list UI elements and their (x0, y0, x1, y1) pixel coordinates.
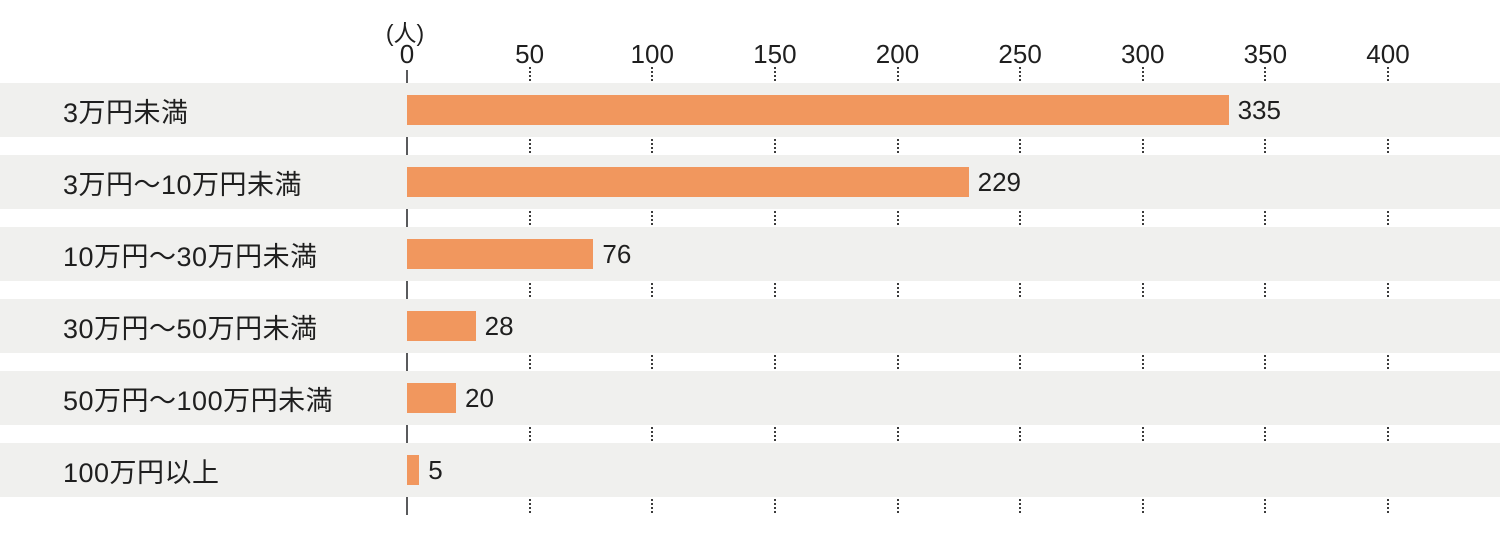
chart-row-band: 100万円以上 5 (0, 443, 1500, 497)
gridline-dot-segment (1019, 139, 1022, 154)
gridline-dot-segment (1387, 355, 1389, 370)
gridline-dot-segment (528, 67, 531, 82)
gridline-dot-segment (1141, 139, 1144, 154)
value-label: 20 (465, 382, 494, 413)
gridline-dot-segment (896, 355, 899, 370)
gridline-dot-segment (1019, 283, 1022, 298)
gridline-dot-segment (896, 427, 899, 442)
gridline-dot-segment (773, 499, 776, 514)
gridline-dot-segment (1387, 211, 1389, 226)
gridline-dot-segment (1141, 499, 1144, 514)
gridline-dot-segment (1141, 211, 1144, 226)
gridline-dot-segment (1387, 427, 1389, 442)
value-bar (407, 455, 420, 485)
gridline-dot-segment (528, 355, 531, 370)
gridline-dot-segment (773, 139, 776, 154)
gridline-dot-segment (1019, 211, 1022, 226)
gridline-dot-segment (1387, 283, 1389, 298)
gridline-dot-segment (1264, 427, 1267, 442)
value-bar (407, 95, 1229, 125)
x-tick-label: 50 (515, 39, 545, 69)
chart-row-band: 10万円～30万円未満 76 (0, 227, 1500, 281)
gridline-dot-segment (528, 139, 531, 154)
gridline-dot-segment (651, 139, 654, 154)
gridline-dot-segment (1387, 139, 1389, 154)
gridline-dot-segment (1141, 283, 1144, 298)
value-bar (407, 239, 594, 269)
chart-row-band: 3万円未満 335 (0, 83, 1500, 137)
gridline-dot-segment (896, 283, 899, 298)
gridline-dot-segment (651, 427, 654, 442)
gridline-dot-segment (1019, 499, 1022, 514)
gridline-dot-segment (651, 355, 654, 370)
x-tick-label: 200 (875, 39, 920, 69)
gridline-dot-segment (773, 283, 776, 298)
gridline-dot-segment (1264, 67, 1267, 82)
value-bar (407, 311, 476, 341)
gridline-dot-segment (1141, 427, 1144, 442)
gridline-dot-segment (773, 355, 776, 370)
gridline-dot-segment (1264, 283, 1267, 298)
gridline-dot-segment (528, 283, 531, 298)
x-tick-label: 350 (1243, 39, 1288, 69)
gridline-dot-segment (528, 427, 531, 442)
gridline-dot-segment (1264, 499, 1267, 514)
category-label: 50万円～100万円未満 (63, 385, 334, 416)
x-tick-label: 400 (1366, 39, 1410, 69)
gridline-dot-segment (1141, 67, 1144, 82)
gridline-dot-segment (1264, 211, 1267, 226)
gridline-dot-segment (773, 211, 776, 226)
gridline-dot-segment (1387, 499, 1389, 514)
chart-row-band: 3万円～10万円未満 229 (0, 155, 1500, 209)
axis-unit-label: (人) (385, 20, 425, 46)
gridline-dot-segment (528, 211, 531, 226)
value-label: 5 (428, 454, 443, 485)
gridline-dot-segment (1387, 67, 1389, 82)
value-label: 335 (1237, 94, 1281, 125)
category-label: 3万円～10万円未満 (63, 169, 303, 200)
gridline-dot-segment (1019, 355, 1022, 370)
x-tick-label: 150 (753, 39, 797, 69)
value-label: 229 (977, 166, 1021, 197)
gridline-dot-segment (773, 427, 776, 442)
gridline-dot-segment (896, 211, 899, 226)
category-label: 30万円～50万円未満 (63, 313, 318, 344)
x-tick-label: 300 (1121, 39, 1165, 69)
gridline-dot-segment (651, 67, 654, 82)
gridline-dot-segment (1019, 67, 1022, 82)
gridline-dot-segment (896, 139, 899, 154)
value-bar (407, 167, 969, 197)
gridline-dot-segment (773, 67, 776, 82)
gridline-dot-segment (896, 499, 899, 514)
chart-row-band: 50万円～100万円未満 20 (0, 371, 1500, 425)
value-label: 76 (602, 238, 632, 269)
value-bar (407, 383, 457, 413)
category-label: 10万円～30万円未満 (63, 241, 318, 272)
gridline-dot-segment (1019, 427, 1022, 442)
gridline-dot-segment (1264, 139, 1267, 154)
x-tick-label: 250 (998, 39, 1042, 69)
x-tick-label: 0 (399, 39, 415, 69)
gridline-dot-segment (651, 499, 654, 514)
category-label: 100万円以上 (63, 457, 220, 488)
chart-row-band: 30万円～50万円未満 28 (0, 299, 1500, 353)
gridline-dot-segment (1141, 355, 1144, 370)
gridline-dot-segment (651, 211, 654, 226)
gridline-dot-segment (896, 67, 899, 82)
gridline-dot-segment (1264, 355, 1267, 370)
gridline-dot-segment (651, 283, 654, 298)
x-tick-label: 100 (630, 39, 674, 69)
y-axis-line (406, 70, 408, 515)
value-label: 28 (484, 310, 514, 341)
category-label: 3万円未満 (63, 97, 189, 128)
gridline-dot-segment (528, 499, 531, 514)
